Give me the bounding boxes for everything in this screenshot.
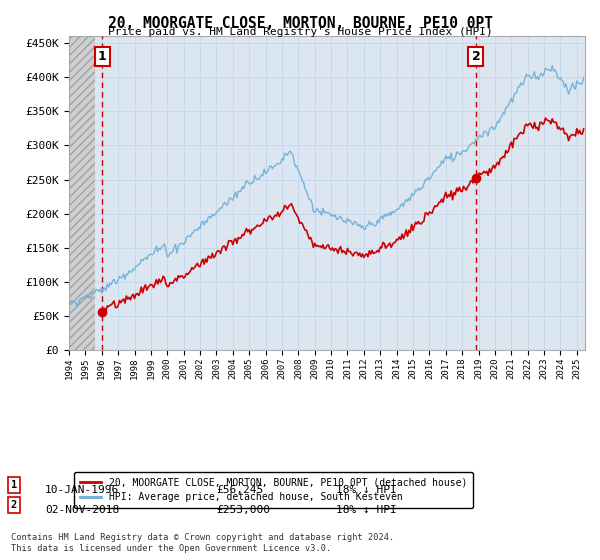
Text: £253,000: £253,000 [216, 505, 270, 515]
Text: £56,245: £56,245 [216, 485, 263, 495]
Legend: 20, MOORGATE CLOSE, MORTON, BOURNE, PE10 0PT (detached house), HPI: Average pric: 20, MOORGATE CLOSE, MORTON, BOURNE, PE10… [74, 472, 473, 508]
Bar [69, 36, 95, 350]
Text: 02-NOV-2018: 02-NOV-2018 [45, 505, 119, 515]
Text: 1: 1 [11, 480, 17, 491]
Text: Contains HM Land Registry data © Crown copyright and database right 2024.
This d: Contains HM Land Registry data © Crown c… [11, 533, 394, 553]
Text: 20, MOORGATE CLOSE, MORTON, BOURNE, PE10 0PT: 20, MOORGATE CLOSE, MORTON, BOURNE, PE10… [107, 16, 493, 31]
Text: Price paid vs. HM Land Registry's House Price Index (HPI): Price paid vs. HM Land Registry's House … [107, 27, 493, 37]
Text: 18% ↓ HPI: 18% ↓ HPI [336, 485, 397, 495]
Text: 1: 1 [98, 50, 107, 63]
Text: 2: 2 [472, 50, 480, 63]
Text: 10-JAN-1996: 10-JAN-1996 [45, 485, 119, 495]
Text: 2: 2 [11, 500, 17, 510]
Text: 18% ↓ HPI: 18% ↓ HPI [336, 505, 397, 515]
